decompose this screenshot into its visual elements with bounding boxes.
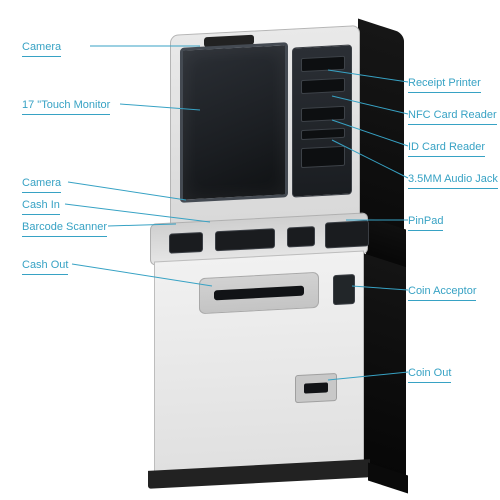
- lower-front-panel: [154, 250, 364, 473]
- touch-monitor: [180, 42, 288, 203]
- label-text: NFC Card Reader: [408, 110, 497, 125]
- cash-out-opening: [199, 272, 319, 314]
- label-text: 3.5MM Audio Jack: [408, 174, 498, 189]
- label-text: Coin Out: [408, 368, 451, 383]
- kiosk-illustration: [130, 20, 370, 470]
- diagram-stage: Camera 17 "Touch Monitor Camera Cash In …: [0, 0, 500, 500]
- coin-out-opening: [295, 373, 337, 403]
- pinpad-slot: [301, 146, 345, 168]
- nfc-reader-slot: [301, 78, 345, 94]
- label-pinpad: PinPad: [408, 216, 443, 231]
- label-touch-monitor: 17 "Touch Monitor: [22, 100, 110, 115]
- label-cash-out: Cash Out: [22, 260, 68, 275]
- receipt-printer-slot: [301, 56, 345, 72]
- label-cash-in: Cash In: [22, 200, 60, 215]
- label-text: Barcode Scanner: [22, 222, 107, 237]
- label-camera-top: Camera: [22, 42, 61, 57]
- label-coin-out: Coin Out: [408, 368, 451, 383]
- label-text: Receipt Printer: [408, 78, 481, 93]
- label-text: Camera: [22, 178, 61, 193]
- upper-side-panel: [358, 19, 404, 240]
- lower-side-panel: [362, 253, 406, 479]
- label-id-reader: ID Card Reader: [408, 142, 485, 157]
- label-nfc-reader: NFC Card Reader: [408, 110, 497, 125]
- label-text: 17 "Touch Monitor: [22, 100, 110, 115]
- audio-jack-slot: [301, 128, 345, 140]
- id-reader-slot: [301, 106, 345, 122]
- barcode-scanner-opening: [169, 232, 203, 254]
- right-module-panel: [292, 44, 352, 197]
- label-barcode-scanner: Barcode Scanner: [22, 222, 107, 237]
- label-coin-acceptor: Coin Acceptor: [408, 286, 476, 301]
- camera-mid-opening: [287, 226, 315, 247]
- coin-acceptor-slot: [333, 274, 355, 305]
- label-receipt-printer: Receipt Printer: [408, 78, 481, 93]
- pinpad-opening: [325, 220, 369, 248]
- label-text: Cash Out: [22, 260, 68, 275]
- label-camera-mid: Camera: [22, 178, 61, 193]
- label-text: PinPad: [408, 216, 443, 231]
- label-text: Coin Acceptor: [408, 286, 476, 301]
- label-text: Cash In: [22, 200, 60, 215]
- label-text: ID Card Reader: [408, 142, 485, 157]
- label-text: Camera: [22, 42, 61, 57]
- label-audio-jack: 3.5MM Audio Jack: [408, 174, 498, 189]
- cash-in-opening: [215, 228, 275, 251]
